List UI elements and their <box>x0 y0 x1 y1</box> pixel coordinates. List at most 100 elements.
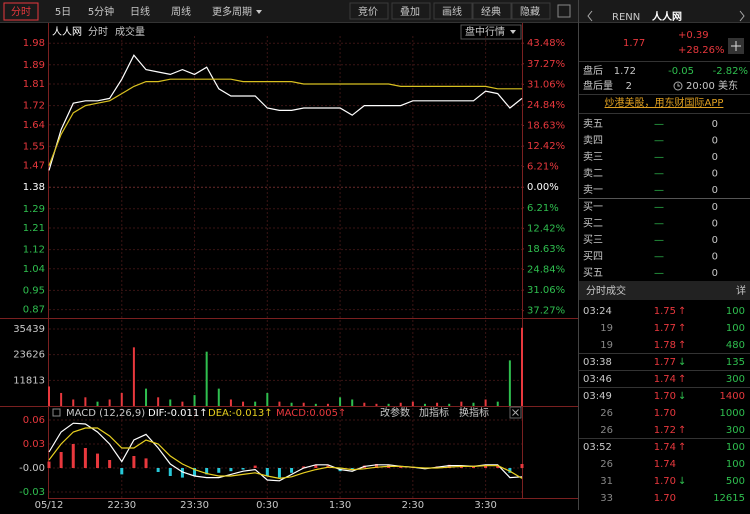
trade-price: 1.70 <box>654 408 676 419</box>
order-price: — <box>654 219 664 230</box>
order-volume: 0 <box>712 136 718 147</box>
tool-button-box <box>433 2 473 20</box>
order-price: — <box>654 252 664 263</box>
market-button[interactable]: 盘中行情 <box>465 25 505 38</box>
trades-detail-button[interactable]: 详 <box>736 284 746 297</box>
macd-bar <box>144 458 148 468</box>
volume-bar <box>290 402 293 406</box>
macd-bar <box>253 465 257 468</box>
volume-bar <box>132 347 135 406</box>
close-box[interactable] <box>509 406 522 419</box>
order-volume: 0 <box>712 185 718 196</box>
tab[interactable]: 周线 <box>171 5 191 18</box>
macd-bar <box>217 468 221 473</box>
trade-direction: ↓ <box>678 357 686 368</box>
legend-entry: DIF:-0.011↑ <box>148 408 208 419</box>
trade-volume: 100 <box>726 323 745 334</box>
order-price: — <box>654 169 664 180</box>
collapse-icon[interactable] <box>557 4 571 18</box>
order-volume: 0 <box>712 219 718 230</box>
trade-price: 1.77 <box>654 323 676 334</box>
macd-bar <box>520 464 524 468</box>
macd-title: MACD (12,26,9) <box>66 408 145 419</box>
tab[interactable]: 5分钟 <box>88 5 114 18</box>
trade-direction: ↑ <box>678 442 686 453</box>
macd-bar <box>508 468 512 473</box>
volume-bar <box>411 401 414 406</box>
promo-banner[interactable]: 炒港美股，用东财国际APP <box>605 96 724 109</box>
tool-button[interactable]: 画线 <box>442 5 462 18</box>
tab[interactable]: 更多周期 <box>212 5 252 18</box>
trade-time: 33 <box>600 493 613 504</box>
order-volume: 0 <box>712 235 718 246</box>
tool-button-box <box>349 2 389 20</box>
prev-arrow[interactable] <box>587 10 593 22</box>
order-level: 买一 <box>583 201 603 213</box>
trade-time: 03:52 <box>583 442 612 453</box>
trade-price: 1.72 <box>654 425 676 436</box>
volume-bar <box>326 403 329 406</box>
price-line <box>48 54 523 171</box>
macd-bar <box>108 460 112 468</box>
macd-bar <box>350 468 354 470</box>
symbol: RENN <box>612 12 640 23</box>
tool-button[interactable]: 叠加 <box>400 6 420 18</box>
tab[interactable]: 5日 <box>55 7 71 18</box>
volume-bar <box>436 402 439 406</box>
y-tick-label: 11813 <box>13 375 45 386</box>
macd-bar <box>265 468 269 476</box>
tool-button[interactable]: 竞价 <box>358 5 378 18</box>
button-box <box>460 24 522 40</box>
volume-bar <box>217 388 220 406</box>
tool-button[interactable]: 经典 <box>481 5 501 18</box>
volume-bar <box>302 402 305 406</box>
indicator-button[interactable]: 加指标 <box>419 406 449 419</box>
trade-price: 1.70 <box>654 493 676 504</box>
y-tick-label: 1.98 <box>23 38 45 49</box>
y2-tick-label: 12.42% <box>527 141 565 152</box>
y2-tick-label: 31.06% <box>527 285 565 296</box>
x-tick-label: 23:30 <box>180 500 209 510</box>
order-price: — <box>654 268 664 279</box>
trade-time: 19 <box>600 340 613 351</box>
volume-bar <box>254 401 257 406</box>
volume-bar <box>508 360 511 406</box>
trade-time: 03:46 <box>583 374 612 385</box>
chart-mode: 分时 <box>88 26 108 38</box>
volume-bar <box>460 401 463 406</box>
add-icon <box>731 41 741 51</box>
y-tick-label: 0.06 <box>23 415 45 426</box>
indicator-button[interactable]: 改参数 <box>380 406 410 419</box>
legend-entry: DEA:-0.013↑ <box>208 408 273 419</box>
trade-volume: 300 <box>726 425 745 436</box>
trade-time: 26 <box>600 459 613 470</box>
order-level: 卖五 <box>583 118 603 130</box>
volume-bar <box>472 402 475 406</box>
x-tick-label: 3:30 <box>474 500 496 510</box>
macd-bar <box>374 464 378 468</box>
trade-price: 1.77 <box>654 357 676 368</box>
trade-time: 03:49 <box>583 391 612 402</box>
volume-bar <box>181 401 184 406</box>
tab[interactable]: 分时 <box>11 6 31 18</box>
volume-bar <box>351 399 354 406</box>
y-tick-label: 0.03 <box>23 439 45 450</box>
y-tick-label: 0.95 <box>23 285 45 296</box>
trade-direction: ↓ <box>678 476 686 487</box>
indicator-button[interactable]: 换指标 <box>459 406 489 419</box>
tool-button-box <box>472 2 512 20</box>
trade-volume: 135 <box>726 357 745 368</box>
trade-price: 1.74 <box>654 459 676 470</box>
macd-bar <box>59 452 63 468</box>
trade-volume: 300 <box>726 374 745 385</box>
macd-bar <box>47 461 51 468</box>
next-arrow[interactable] <box>739 10 745 22</box>
close-icon <box>512 409 519 416</box>
macd-bar <box>96 453 100 468</box>
trade-time: 03:38 <box>583 357 612 368</box>
tool-button[interactable]: 隐藏 <box>520 6 540 18</box>
trade-volume: 100 <box>726 442 745 453</box>
tab[interactable]: 日线 <box>130 5 150 18</box>
trade-direction: ↑ <box>678 374 686 385</box>
